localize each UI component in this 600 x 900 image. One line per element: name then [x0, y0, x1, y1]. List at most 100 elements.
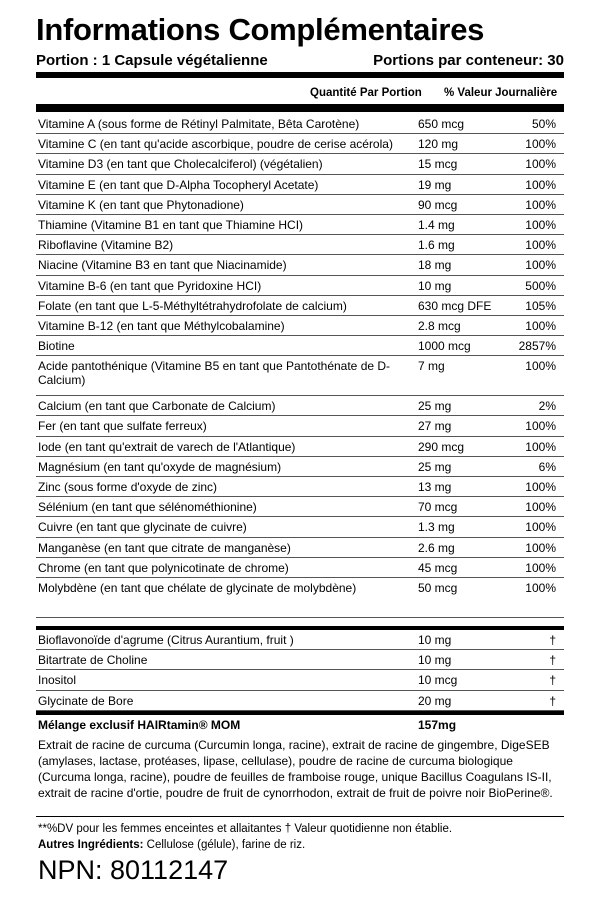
table-row: Calcium (en tant que Carbonate de Calciu… [36, 396, 564, 417]
header-amount: Quantité Par Portion [310, 87, 422, 99]
ingredient-name: Cuivre (en tant que glycinate de cuivre) [38, 520, 247, 535]
ingredient-dv: 2% [538, 399, 556, 414]
divider-thick [36, 72, 564, 78]
ingredient-dv: 100% [525, 419, 556, 434]
ingredient-name: Vitamine D3 (en tant que Cholecalciferol… [38, 157, 323, 172]
ingredient-dv: † [549, 673, 556, 688]
ingredient-dv: 100% [525, 439, 556, 454]
blend-amount: 157mg [418, 718, 457, 732]
ingredient-amount: 2.8 mcg [418, 318, 461, 333]
ingredient-amount: 1.6 mg [418, 238, 455, 253]
ingredient-dv: 100% [525, 520, 556, 535]
table-row: Fer (en tant que sulfate ferreux) 27 mg 10… [36, 416, 564, 437]
table-row: Molybdène (en tant que chélate de glycin… [36, 578, 564, 618]
ingredient-amount: 1000 mcg [418, 339, 471, 354]
ingredient-dv: 105% [525, 298, 556, 313]
ingredient-amount: 19 mg [418, 177, 452, 192]
ingredient-amount: 10 mg [418, 653, 452, 668]
other-table: Bioflavonoïde d'agrume (Citrus Aurantium… [36, 630, 564, 711]
table-row: Niacine (Vitamine B3 en tant que Niacina… [36, 255, 564, 276]
ingredient-name: Vitamine B-6 (en tant que Pyridoxine HCI… [38, 278, 262, 293]
ingredient-amount: 10 mcg [418, 673, 458, 688]
divider-thick [36, 626, 564, 630]
ingredient-amount: 2.6 mg [418, 540, 455, 555]
ingredient-amount: 50 mcg [418, 580, 458, 595]
ingredient-name: Acide pantothénique (Vitamine B5 en tant… [38, 359, 391, 388]
ingredient-dv: 100% [525, 580, 556, 595]
ingredient-dv: 100% [525, 157, 556, 172]
blend-ingredients: Extrait de racine de curcuma (Curcumin l… [38, 738, 553, 800]
ingredient-name: Biotine [38, 339, 75, 354]
table-row: Thiamine (Vitamine B1 en tant que Thiami… [36, 215, 564, 236]
table-row: Vitamine D3 (en tant que Cholecalciferol… [36, 154, 564, 175]
page-title: Informations Complémentaires [36, 12, 485, 47]
other-ingredients: Autres Ingrédients: Cellulose (gélule), … [38, 839, 305, 851]
table-row: Biotine 1000 mcg 2857% [36, 336, 564, 357]
ingredient-dv: 50% [531, 117, 556, 131]
ingredient-dv: 100% [525, 197, 556, 212]
table-row: Cuivre (en tant que glycinate de cuivre)… [36, 517, 564, 538]
ingredient-dv: † [549, 653, 556, 668]
ingredient-amount: 45 mcg [418, 560, 458, 575]
ingredient-dv: 100% [525, 258, 556, 273]
table-row: Inositol 10 mcg † [36, 670, 564, 691]
table-row: Iode (en tant qu'extrait de varech de l'… [36, 437, 564, 457]
divider-thick [36, 104, 564, 112]
ingredient-name: Calcium (en tant que Carbonate de Calciu… [38, 399, 276, 414]
ingredient-dv: 2857% [518, 339, 556, 354]
table-row: Vitamine B-6 (en tant que Pyridoxine HCI… [36, 276, 564, 296]
footnote: **%DV pour les femmes enceintes et allai… [38, 823, 453, 835]
table-row: Vitamine A (sous forme de Rétinyl Palmit… [36, 114, 564, 135]
ingredient-name: Molybdène (en tant que chélate de glycin… [38, 580, 357, 595]
other-ingredients-label: Autres Ingrédients: [38, 839, 144, 851]
ingredient-amount: 18 mg [418, 258, 452, 273]
ingredient-dv: 500% [525, 278, 556, 293]
nutrient-table: Vitamine A (sous forme de Rétinyl Palmit… [36, 114, 564, 618]
ingredient-amount: 90 mcg [418, 197, 458, 212]
ingredient-dv: 100% [525, 560, 556, 575]
ingredient-name: Vitamine B-12 (en tant que Méthylcobalam… [38, 318, 285, 333]
ingredient-name: Sélénium (en tant que sélénométhionine) [38, 500, 257, 515]
ingredient-dv: 100% [525, 480, 556, 494]
ingredient-amount: 10 mg [418, 278, 452, 293]
ingredient-dv: 100% [525, 359, 556, 374]
ingredient-dv: 100% [525, 238, 556, 253]
table-row: Bitartrate de Choline 10 mg † [36, 650, 564, 671]
table-row: Chrome (en tant que polynicotinate de ch… [36, 558, 564, 578]
ingredient-name: Magnésium (en tant qu'oxyde de magnésium… [38, 459, 282, 474]
ingredient-dv: 6% [538, 459, 556, 474]
blend-name: Mélange exclusif HAIRtamin® MOM [38, 718, 241, 732]
ingredient-amount: 15 mcg [418, 157, 458, 172]
table-row: Glycinate de Bore 20 mg † [36, 691, 564, 711]
ingredient-name: Folate (en tant que L-5-Méthyltétrahydro… [38, 298, 347, 313]
ingredient-amount: 630 mcg DFE [418, 298, 492, 313]
ingredient-amount: 120 mg [418, 137, 459, 152]
table-row: Vitamine C (en tant qu'acide ascorbique,… [36, 134, 564, 155]
table-row: Folate (en tant que L-5-Méthyltétrahydro… [36, 296, 564, 316]
ingredient-dv: 100% [525, 540, 556, 555]
ingredient-dv: 100% [525, 500, 556, 515]
ingredient-amount: 70 mcg [418, 500, 458, 515]
table-row: Manganèse (en tant que citrate de mangan… [36, 538, 564, 558]
ingredient-name: Thiamine (Vitamine B1 en tant que Thiami… [38, 217, 304, 232]
table-row: Vitamine B-12 (en tant que Méthylcobalam… [36, 316, 564, 337]
table-row: Zinc (sous forme d'oxyde de zinc) 13 mg 10… [36, 477, 564, 498]
table-row: Sélénium (en tant que sélénométhionine) 7… [36, 497, 564, 518]
ingredient-name: Zinc (sous forme d'oxyde de zinc) [38, 480, 218, 494]
ingredient-amount: 290 mcg [418, 439, 465, 454]
ingredient-name: Vitamine K (en tant que Phytonadione) [38, 197, 244, 212]
ingredient-name: Inositol [38, 673, 77, 688]
ingredient-name: Glycinate de Bore [38, 693, 134, 708]
servings-per-container: Portions par conteneur: 30 [373, 52, 564, 69]
ingredient-name: Manganèse (en tant que citrate de mangan… [38, 540, 291, 555]
ingredient-amount: 7 mg [418, 359, 445, 374]
ingredient-amount: 20 mg [418, 693, 452, 708]
table-row: Acide pantothénique (Vitamine B5 en tant… [36, 356, 564, 397]
serving-size: Portion : 1 Capsule végétalienne [36, 52, 268, 69]
ingredient-name: Riboflavine (Vitamine B2) [38, 238, 174, 253]
ingredient-amount: 13 mg [418, 480, 452, 494]
ingredient-name: Fer (en tant que sulfate ferreux) [38, 419, 207, 434]
ingredient-amount: 10 mg [418, 633, 452, 647]
ingredient-amount: 27 mg [418, 419, 452, 434]
table-row: Magnésium (en tant qu'oxyde de magnésium… [36, 457, 564, 477]
